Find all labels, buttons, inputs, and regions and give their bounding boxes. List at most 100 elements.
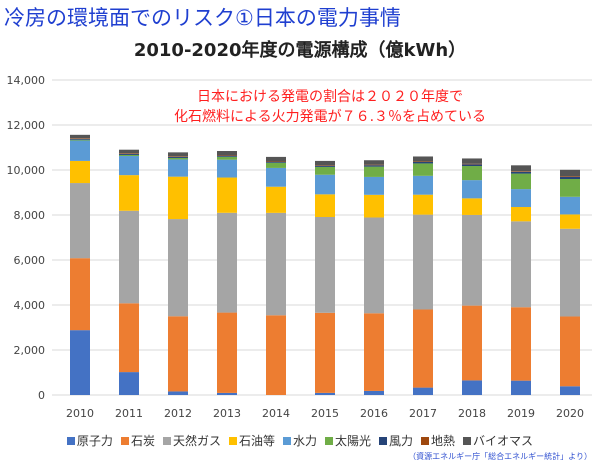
bar-segment-2015-3 <box>315 194 335 218</box>
bar-segment-2011-6 <box>119 153 139 155</box>
bar-segment-2010-7 <box>70 138 90 139</box>
bar-segment-2011-3 <box>119 175 139 211</box>
bar-segment-2014-4 <box>266 167 286 187</box>
bar-segment-2011-1 <box>119 303 139 373</box>
y-tick-label: 12,000 <box>7 119 46 132</box>
legend-item: 風力 <box>379 432 413 449</box>
x-tick-label: 2020 <box>556 407 584 420</box>
bar-segment-2016-6 <box>364 165 384 167</box>
bar-segment-2015-7 <box>315 165 335 166</box>
bar-segment-2019-2 <box>511 221 531 308</box>
x-tick-label: 2018 <box>458 407 486 420</box>
x-tick-label: 2017 <box>409 407 437 420</box>
bar-segment-2018-1 <box>462 305 482 381</box>
bar-segment-2012-0 <box>168 391 188 395</box>
bar-segment-2011-8 <box>119 149 139 154</box>
bar-segment-2015-8 <box>315 160 335 166</box>
bar-segment-2012-7 <box>168 156 188 157</box>
bar-segment-2016-7 <box>364 164 384 166</box>
bar-segment-2013-0 <box>217 392 237 395</box>
bar-segment-2019-4 <box>511 189 531 208</box>
bar-segment-2020-4 <box>560 196 580 215</box>
legend-label: 風力 <box>389 434 414 448</box>
bar-segment-2018-7 <box>462 163 482 165</box>
legend-item: バイオマス <box>463 432 533 449</box>
bar-segment-2019-5 <box>511 173 531 190</box>
bar-segment-2018-8 <box>462 158 482 164</box>
slide-title: 冷房の環境面でのリスク①日本の電力事情 <box>4 6 401 30</box>
y-tick-label: 14,000 <box>7 74 46 87</box>
bar-segment-2014-6 <box>266 161 286 163</box>
bar-segment-2012-6 <box>168 156 188 158</box>
bar-segment-2015-4 <box>315 174 335 195</box>
bar-segment-2020-8 <box>560 169 580 177</box>
bar-segment-2016-2 <box>364 217 384 314</box>
legend-item: 水力 <box>282 432 317 449</box>
bar-segment-2012-8 <box>168 152 188 157</box>
bar-segment-2018-2 <box>462 214 482 306</box>
bar-segment-2018-4 <box>462 180 482 199</box>
y-tick-label: 8,000 <box>14 209 46 222</box>
bar-segment-2014-3 <box>266 186 286 213</box>
bar-segment-2011-5 <box>119 154 139 157</box>
x-tick-label: 2016 <box>360 407 388 420</box>
bar-segment-2020-0 <box>560 386 580 395</box>
legend-item: 天然ガス <box>162 432 221 449</box>
annotation-line-1: 日本における発電の割合は２０２０年度で <box>197 89 463 105</box>
bar-segment-2020-3 <box>560 214 580 229</box>
y-tick-label: 6,000 <box>14 254 46 267</box>
legend-item: 石油等 <box>228 432 275 449</box>
legend-swatch <box>228 436 237 445</box>
legend-label: 地熱 <box>431 434 456 448</box>
legend-swatch <box>379 436 388 445</box>
bar-segment-2019-7 <box>511 171 531 172</box>
bar-segment-2016-5 <box>364 166 384 177</box>
bar-segment-2015-1 <box>315 312 335 393</box>
x-tick-label: 2014 <box>262 407 290 420</box>
y-tick-label: 4,000 <box>14 299 46 312</box>
bar-segment-2017-3 <box>413 194 433 215</box>
legend-label: 石炭 <box>130 434 155 448</box>
bar-segment-2012-5 <box>168 157 188 160</box>
bar-segment-2017-6 <box>413 161 433 164</box>
x-tick-label: 2010 <box>66 407 94 420</box>
bar-segment-2019-0 <box>511 380 531 395</box>
bar-segment-2013-8 <box>217 151 237 156</box>
source-note: （資源エネルギー庁「総合エネルギー統計」より） <box>408 452 592 461</box>
bar-segment-2020-5 <box>560 179 580 197</box>
legend: 原子力 石炭 天然ガス 石油等 水力 太陽光 風力 地熱 バイオマス <box>0 432 600 449</box>
bar-segment-2010-0 <box>70 330 90 395</box>
bar-segment-2011-0 <box>119 372 139 395</box>
legend-swatch <box>162 436 171 445</box>
bar-segment-2015-0 <box>315 392 335 395</box>
bar-segment-2014-5 <box>266 162 286 168</box>
bar-segment-2017-7 <box>413 161 433 162</box>
legend-swatch <box>66 436 75 445</box>
bar-segment-2010-4 <box>70 140 90 161</box>
bar-segment-2014-7 <box>266 161 286 162</box>
bar-segment-2010-3 <box>70 160 90 184</box>
bar-segment-2017-1 <box>413 309 433 388</box>
legend-item: 石炭 <box>120 432 155 449</box>
legend-label: 石油等 <box>238 434 275 448</box>
x-tick-label: 2019 <box>507 407 535 420</box>
y-tick-label: 0 <box>38 389 45 402</box>
bar-segment-2017-0 <box>413 387 433 395</box>
bar-segment-2013-7 <box>217 155 237 156</box>
legend-item: 地熱 <box>421 432 455 449</box>
bar-segment-2017-8 <box>413 156 433 162</box>
bar-segment-2013-5 <box>217 156 237 160</box>
bar-segment-2016-4 <box>364 176 384 195</box>
legend-item: 原子力 <box>66 432 113 449</box>
bar-segment-2013-2 <box>217 212 237 313</box>
bar-segment-2015-6 <box>315 165 335 167</box>
bar-segment-2020-6 <box>560 176 580 179</box>
bar-segment-2018-0 <box>462 380 482 395</box>
legend-swatch <box>421 436 430 445</box>
bar-segment-2018-5 <box>462 166 482 181</box>
bar-segment-2012-3 <box>168 176 188 220</box>
bar-segment-2010-1 <box>70 258 90 331</box>
bar-segment-2019-8 <box>511 165 531 172</box>
